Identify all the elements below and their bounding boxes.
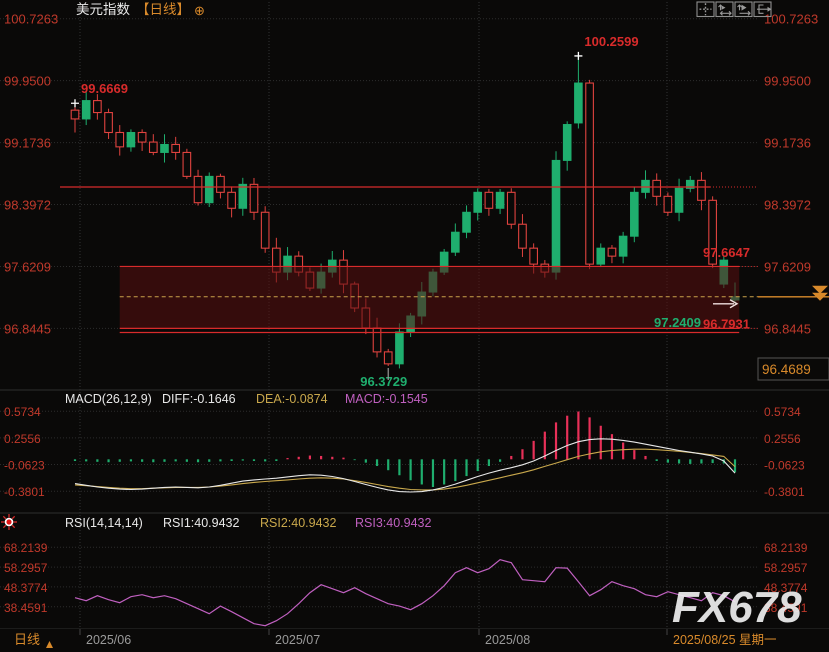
svg-text:DIFF:-0.1646: DIFF:-0.1646 bbox=[162, 392, 236, 406]
svg-text:97.2409: 97.2409 bbox=[654, 315, 701, 330]
svg-text:-0.3801: -0.3801 bbox=[764, 485, 805, 499]
svg-text:38.4591: 38.4591 bbox=[4, 601, 48, 615]
svg-text:【日线】: 【日线】 bbox=[136, 2, 190, 17]
svg-text:58.2957: 58.2957 bbox=[764, 561, 808, 575]
svg-text:2025/08/25 星期一: 2025/08/25 星期一 bbox=[673, 633, 777, 647]
svg-text:-0.3801: -0.3801 bbox=[4, 485, 45, 499]
svg-text:RSI3:40.9432: RSI3:40.9432 bbox=[355, 516, 431, 530]
svg-text:48.3774: 48.3774 bbox=[4, 581, 48, 595]
svg-text:⊕: ⊕ bbox=[194, 3, 205, 18]
svg-text:99.9500: 99.9500 bbox=[4, 74, 51, 89]
svg-text:-0.0623: -0.0623 bbox=[4, 459, 45, 473]
svg-text:98.3972: 98.3972 bbox=[4, 198, 51, 213]
svg-text:美元指数: 美元指数 bbox=[76, 2, 130, 17]
svg-text:2025/07: 2025/07 bbox=[275, 633, 320, 647]
svg-text:99.1736: 99.1736 bbox=[764, 136, 811, 151]
svg-text:MACD:-0.1545: MACD:-0.1545 bbox=[345, 392, 428, 406]
svg-text:RSI(14,14,14): RSI(14,14,14) bbox=[65, 516, 143, 530]
svg-text:0.2556: 0.2556 bbox=[764, 432, 801, 446]
svg-text:RSI1:40.9432: RSI1:40.9432 bbox=[163, 516, 239, 530]
svg-text:0.2556: 0.2556 bbox=[4, 432, 41, 446]
svg-text:0.5734: 0.5734 bbox=[764, 405, 801, 419]
svg-text:FX678: FX678 bbox=[672, 583, 802, 632]
svg-text:99.9500: 99.9500 bbox=[764, 74, 811, 89]
svg-text:96.8445: 96.8445 bbox=[764, 321, 811, 336]
svg-text:日线: 日线 bbox=[14, 632, 40, 647]
svg-text:97.6209: 97.6209 bbox=[4, 259, 51, 274]
svg-text:100.7263: 100.7263 bbox=[764, 12, 818, 27]
svg-text:98.3972: 98.3972 bbox=[764, 198, 811, 213]
svg-text:97.6209: 97.6209 bbox=[764, 259, 811, 274]
svg-text:58.2957: 58.2957 bbox=[4, 561, 48, 575]
svg-text:99.6669: 99.6669 bbox=[81, 81, 128, 96]
svg-text:2025/08: 2025/08 bbox=[485, 633, 530, 647]
svg-text:100.7263: 100.7263 bbox=[4, 12, 58, 27]
svg-text:97.6647: 97.6647 bbox=[703, 245, 750, 260]
svg-text:100.2599: 100.2599 bbox=[584, 34, 638, 49]
svg-text:68.2139: 68.2139 bbox=[764, 541, 808, 555]
svg-text:96.8445: 96.8445 bbox=[4, 321, 51, 336]
svg-text:-0.0623: -0.0623 bbox=[764, 459, 805, 473]
svg-text:DEA:-0.0874: DEA:-0.0874 bbox=[256, 392, 328, 406]
svg-text:96.3729: 96.3729 bbox=[360, 374, 407, 389]
svg-text:96.4689: 96.4689 bbox=[762, 362, 811, 377]
svg-text:68.2139: 68.2139 bbox=[4, 541, 48, 555]
svg-text:RSI2:40.9432: RSI2:40.9432 bbox=[260, 516, 336, 530]
svg-text:0.5734: 0.5734 bbox=[4, 405, 41, 419]
svg-text:96.7931: 96.7931 bbox=[703, 316, 750, 331]
svg-text:2025/06: 2025/06 bbox=[86, 633, 131, 647]
svg-text:99.1736: 99.1736 bbox=[4, 136, 51, 151]
svg-text:MACD(26,12,9): MACD(26,12,9) bbox=[65, 392, 152, 406]
